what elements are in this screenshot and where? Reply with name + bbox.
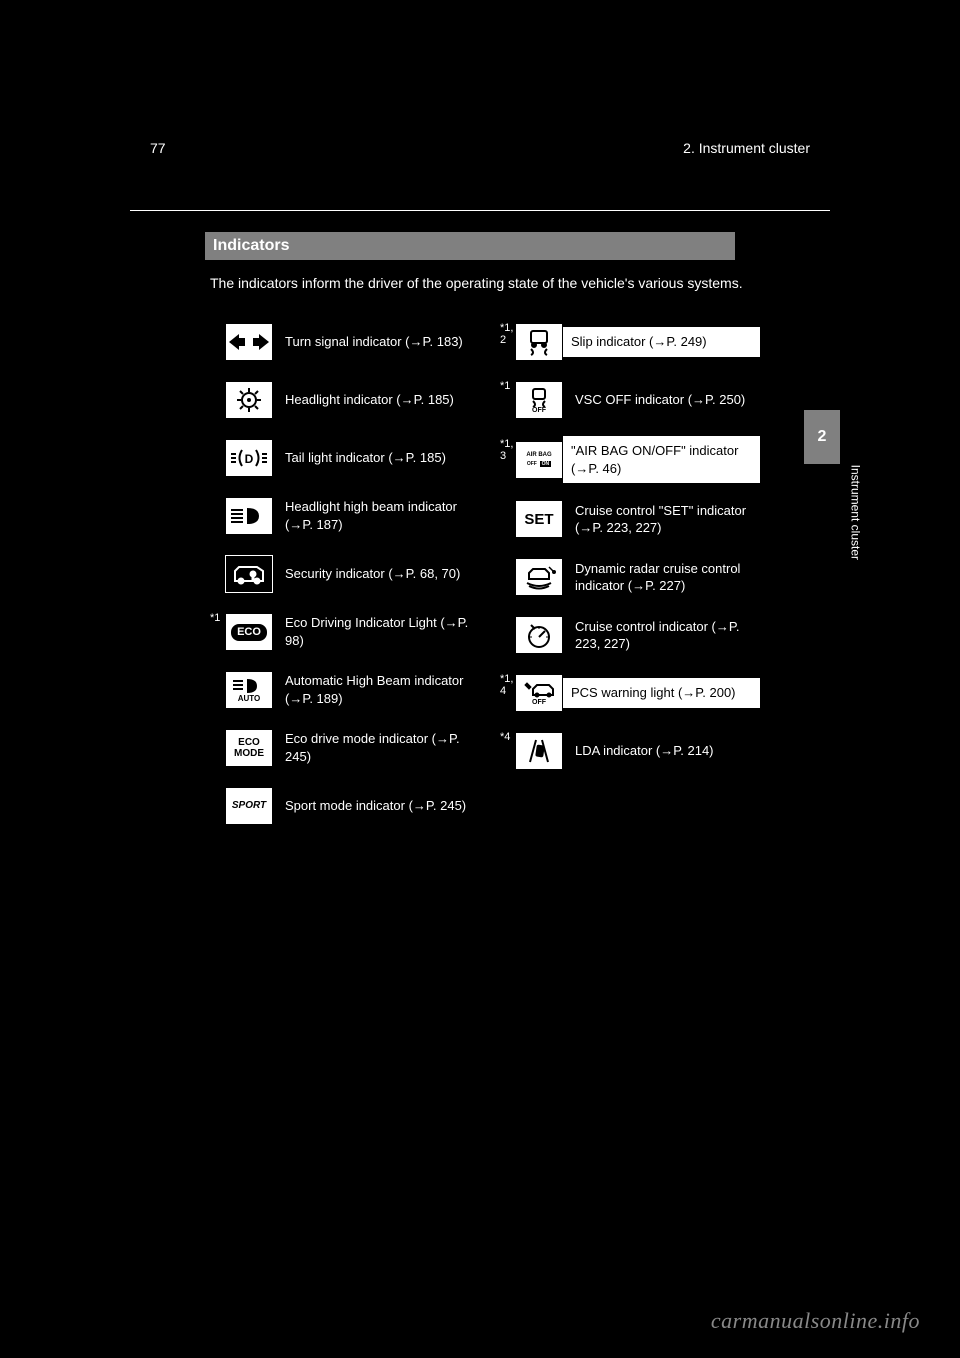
chapter-tab: 2 <box>804 410 840 464</box>
airbag-icon: AIR BAGOFF ON <box>515 441 563 479</box>
indicator-row: *1OFFVSC OFF indicator (→P. 250) <box>500 378 760 422</box>
indicator-description: Tail light indicator (→P. 185) <box>273 449 470 467</box>
indicator-description: Cruise control indicator (→P. 223, 227) <box>563 618 760 653</box>
indicator-description: Automatic High Beam indicator (→P. 189) <box>273 672 470 707</box>
footnote-marker: *1, 3 <box>500 436 515 462</box>
indicator-description: Eco drive mode indicator (→P. 245) <box>273 730 470 765</box>
sport-icon: SPORT <box>225 787 273 825</box>
indicator-description: "AIR BAG ON/OFF" indicator (→P. 46) <box>563 436 760 483</box>
indicator-description: Slip indicator (→P. 249) <box>563 327 760 357</box>
indicator-row: *4 LDA indicator (→P. 214) <box>500 729 760 773</box>
indicator-row: Security indicator (→P. 68, 70) <box>210 552 470 596</box>
indicator-description: Turn signal indicator (→P. 183) <box>273 333 470 351</box>
footnote-marker: *1 <box>210 610 225 624</box>
footnote-marker <box>500 555 515 557</box>
footnote-marker <box>210 378 225 380</box>
footnote-marker: *1, 2 <box>500 320 515 346</box>
indicator-description: Headlight indicator (→P. 185) <box>273 391 470 409</box>
arrows-icon <box>225 323 273 361</box>
indicator-description: Headlight high beam indicator (→P. 187) <box>273 498 470 533</box>
slip-icon <box>515 323 563 361</box>
section-heading-bar: Indicators <box>195 232 735 260</box>
indicator-columns: Turn signal indicator (→P. 183) Headlight… <box>210 320 760 842</box>
highbeam-icon <box>225 497 273 535</box>
indicator-row: Cruise control indicator (→P. 223, 227) <box>500 613 760 657</box>
indicator-row: Dynamic radar cruise control indicator (… <box>500 555 760 599</box>
breadcrumb: 2. Instrument cluster <box>683 140 810 190</box>
indicator-row: SPORTSport mode indicator (→P. 245) <box>210 784 470 828</box>
horizontal-rule <box>130 210 830 211</box>
left-column: Turn signal indicator (→P. 183) Headlight… <box>210 320 470 842</box>
indicator-row: Headlight indicator (→P. 185) <box>210 378 470 422</box>
footnote-marker <box>210 668 225 670</box>
footnote-marker <box>500 497 515 499</box>
indicator-row: *1, 2 Slip indicator (→P. 249) <box>500 320 760 364</box>
indicator-row: Headlight high beam indicator (→P. 187) <box>210 494 470 538</box>
set-icon: SET <box>515 500 563 538</box>
footnote-marker <box>210 494 225 496</box>
indicator-row: *1, 3AIR BAGOFF ON"AIR BAG ON/OFF" indic… <box>500 436 760 483</box>
indicator-row: ECOMODEEco drive mode indicator (→P. 245… <box>210 726 470 770</box>
indicator-row: D Tail light indicator (→P. 185) <box>210 436 470 480</box>
security-icon <box>225 555 273 593</box>
page-number: 77 <box>150 140 166 190</box>
indicator-description: PCS warning light (→P. 200) <box>563 678 760 708</box>
indicator-description: VSC OFF indicator (→P. 250) <box>563 391 760 409</box>
indicator-description: LDA indicator (→P. 214) <box>563 742 760 760</box>
cruise-icon <box>515 616 563 654</box>
indicator-row: *1, 4OFFPCS warning light (→P. 200) <box>500 671 760 715</box>
footnote-marker <box>210 726 225 728</box>
eco-icon: ECO <box>225 613 273 651</box>
indicator-description: Cruise control "SET" indicator (→P. 223,… <box>563 502 760 537</box>
indicator-description: Eco Driving Indicator Light (→P. 98) <box>273 614 470 649</box>
chapter-tab-number: 2 <box>818 428 827 446</box>
headlight-icon <box>225 381 273 419</box>
tail-icon: D <box>225 439 273 477</box>
footnote-marker <box>210 436 225 438</box>
footnote-marker <box>210 320 225 322</box>
indicator-row: Turn signal indicator (→P. 183) <box>210 320 470 364</box>
indicator-description: Sport mode indicator (→P. 245) <box>273 797 470 815</box>
radar-icon <box>515 558 563 596</box>
indicator-row: AUTOAutomatic High Beam indicator (→P. 1… <box>210 668 470 712</box>
indicator-row: SETCruise control "SET" indicator (→P. 2… <box>500 497 760 541</box>
autohigh-icon: AUTO <box>225 671 273 709</box>
footnote-marker: *4 <box>500 729 515 743</box>
indicator-row: *1ECOEco Driving Indicator Light (→P. 98… <box>210 610 470 654</box>
footnote-marker <box>210 784 225 786</box>
indicator-description: Dynamic radar cruise control indicator (… <box>563 560 760 595</box>
footnote-marker <box>210 552 225 554</box>
footnote-marker: *1, 4 <box>500 671 515 697</box>
section-title: Indicators <box>213 237 289 255</box>
vscoff-icon: OFF <box>515 381 563 419</box>
ecomode-icon: ECOMODE <box>225 729 273 767</box>
lda-icon <box>515 732 563 770</box>
svg-text:D: D <box>245 452 254 466</box>
pcs-icon: OFF <box>515 674 563 712</box>
footnote-marker: *1 <box>500 378 515 392</box>
chapter-tab-label: Instrument cluster <box>848 465 862 560</box>
footnote-marker <box>500 613 515 615</box>
intro-text: The indicators inform the driver of the … <box>210 275 743 291</box>
indicator-description: Security indicator (→P. 68, 70) <box>273 565 470 583</box>
watermark: carmanualsonline.info <box>711 1308 920 1334</box>
right-column: *1, 2Slip indicator (→P. 249)*1OFFVSC OF… <box>500 320 760 842</box>
